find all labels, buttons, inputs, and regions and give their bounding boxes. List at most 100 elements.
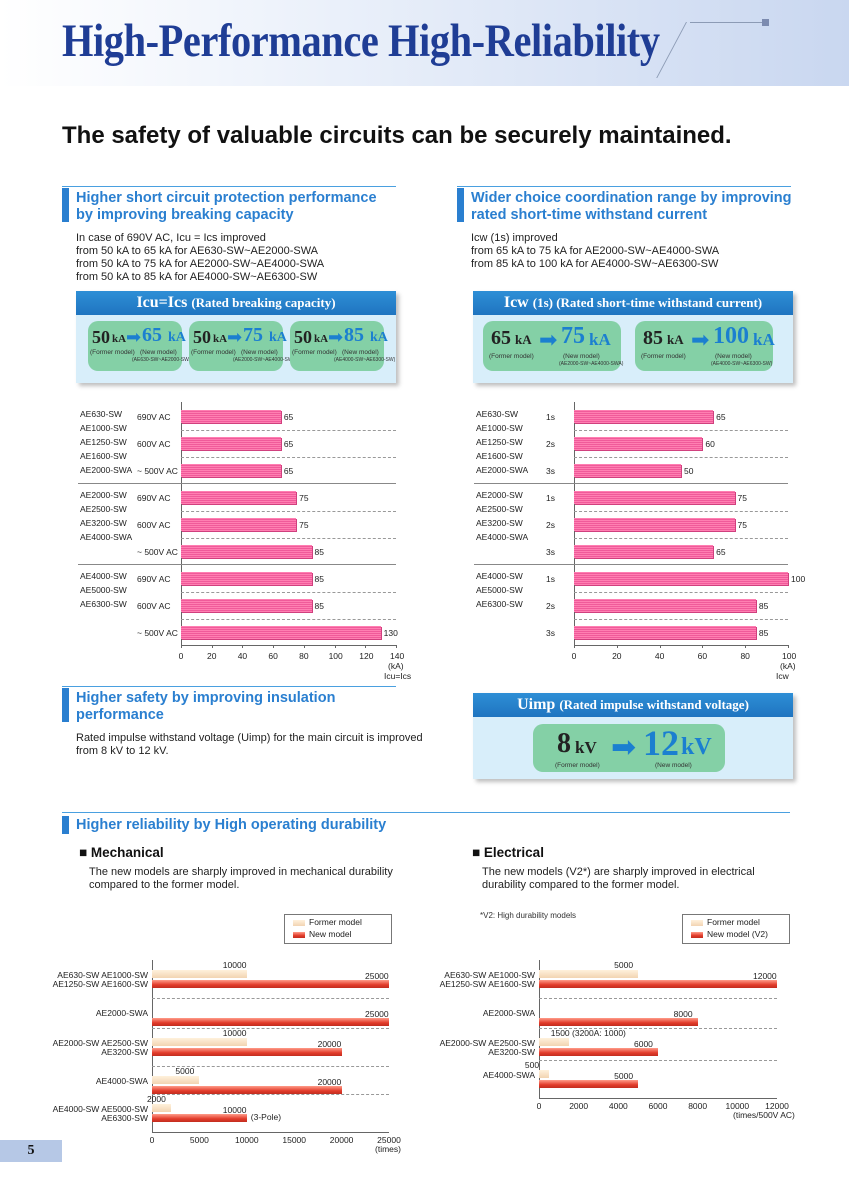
bar-value-label: 75 — [737, 520, 747, 530]
category-label: AE4000-SW AE5000-SW — [52, 1104, 148, 1114]
pill-range-caption: (AE2000-SW~AE4000-SWA) — [233, 357, 298, 363]
category-label: AE2000-SW AE2500-SW — [52, 1038, 148, 1048]
x-tick — [574, 645, 575, 648]
model-label: AE630-SW — [476, 409, 519, 419]
model-label: AE6300-SW — [476, 599, 523, 609]
page-title: High-Performance High-Reliability — [62, 15, 660, 67]
upgrade-pill: 85 kA ➡ 100 kA (Former model) (New model) (AE40… — [635, 321, 775, 371]
model-label: AE2000-SWA — [476, 465, 529, 475]
model-label: AE1600-SW — [80, 451, 127, 461]
x-tick-label: 80 — [299, 651, 309, 661]
grid-dash — [181, 457, 396, 458]
x-tick-label: 12000 — [765, 1101, 789, 1111]
model-label: AE1250-SW — [80, 437, 127, 447]
category-label: 690V AC — [137, 574, 171, 584]
bar-value-label: 12000 — [753, 971, 777, 981]
chart-bar-new — [152, 1048, 342, 1056]
pill-old-value: 50 — [193, 327, 211, 347]
category-label: ~ 500V AC — [137, 466, 178, 476]
category-label: AE3200-SW — [101, 1047, 148, 1057]
section-title-withstand: Wider choice coordination range by impro… — [471, 190, 792, 223]
bar-value-label: 85 — [314, 574, 324, 584]
category-label: AE4000-SWA — [482, 1070, 535, 1080]
grid-dash — [181, 538, 396, 539]
bar-value-label: 6000 — [634, 1039, 653, 1049]
pill-new-value: 75 — [561, 323, 585, 349]
pill-new-value: 65 — [142, 324, 162, 346]
bar-value-label: 1500 (3200A: 1000) — [550, 1028, 626, 1038]
arrow-right-icon: ➡ — [227, 327, 243, 347]
x-tick-label: 40 — [654, 651, 665, 661]
x-tick — [242, 645, 244, 648]
x-tick-label: 0 — [571, 651, 577, 661]
page-number: 5 — [0, 1140, 62, 1162]
upgrade-pill: 50 kA ➡ 75 kA (Former model) (New model) (AE200… — [189, 321, 297, 371]
upgrade-pill: 50 kA ➡ 85 kA (Former model) (New model) (AE400… — [290, 321, 395, 371]
bar-value-label: 130 — [383, 628, 398, 638]
panel-icu-subtitle: (Rated breaking capacity) — [191, 295, 336, 310]
grid-dash — [574, 619, 788, 620]
model-label: AE2000-SW — [80, 490, 127, 500]
bar-value-label: 5000 — [614, 1071, 634, 1081]
pill-old-caption: (Former model) — [191, 349, 236, 356]
pill-old-value: 65 — [491, 327, 511, 349]
bar-value-label: 85 — [758, 628, 769, 638]
category-label: 3s — [546, 466, 555, 476]
bar-value-label: 65 — [283, 412, 294, 422]
grid-dash — [574, 538, 788, 539]
model-label: AE1250-SW — [476, 437, 523, 447]
category-label: ~ 500V AC — [137, 547, 178, 557]
grid-dash — [539, 1060, 777, 1061]
x-tick-label: 100 — [782, 651, 797, 661]
x-tick-label: 5000 — [189, 1135, 209, 1145]
grid-dash — [574, 430, 788, 431]
arrow-right-icon: ➡ — [539, 327, 558, 352]
x-tick-label: 25000 — [377, 1135, 401, 1145]
x-tick-label: 60 — [697, 651, 708, 661]
chart-bar — [181, 410, 281, 423]
legend-label-new: New model — [309, 929, 352, 939]
x-tick-label: 4000 — [608, 1101, 628, 1111]
bar-value-label: 60 — [705, 439, 715, 449]
pill-old-caption: (Former model) — [489, 353, 534, 360]
model-label: AE2500-SW — [476, 504, 523, 514]
x-tick-label: 40 — [237, 651, 248, 661]
legend-swatch-former — [293, 920, 305, 926]
chart-bar — [181, 572, 312, 585]
pill-new-caption: (New model) — [563, 353, 600, 360]
pill-old-unit: kA — [213, 333, 228, 345]
uimp-old-unit: kV — [575, 738, 597, 757]
x-tick-label: 0 — [149, 1135, 155, 1145]
chart-bar-former — [152, 1038, 247, 1046]
legend-swatch-former — [691, 920, 703, 926]
x-tick — [702, 645, 704, 648]
section-body-breaking: In case of 690V AC, Icu = Ics improved f… — [76, 232, 325, 283]
bar-value-label: 10000 — [222, 1105, 247, 1115]
chart-bar — [181, 464, 281, 477]
uimp-old-caption: (Former model) — [555, 762, 600, 769]
x-tick-label: 6000 — [648, 1101, 668, 1111]
chart-axis-x — [539, 1098, 777, 1099]
category-label: 600V AC — [137, 520, 171, 530]
category-label: AE630-SW AE1000-SW — [444, 970, 535, 980]
electrical-heading-text: Electrical — [483, 845, 544, 860]
uimp-new-caption: (New model) — [655, 762, 692, 769]
chart-bar-new — [539, 1048, 658, 1056]
pill-new-value: 75 — [243, 324, 263, 346]
chart-bar-former — [539, 970, 639, 978]
arrow-right-icon: ➡ — [611, 731, 637, 764]
panel-icw-head: Icw (1s) (Rated short-time withstand cur… — [473, 291, 793, 315]
chart-bar — [574, 410, 714, 423]
section-title-insulation: Higher safety by improving insulation pe… — [76, 690, 336, 723]
category-label: AE3200-SW — [488, 1047, 535, 1057]
bar-value-label: 10000 — [222, 1028, 247, 1038]
panel-uimp-subtitle: (Rated impulse withstand voltage) — [559, 697, 749, 712]
bar-value-label: 65 — [716, 412, 726, 422]
pill-new-unit: kA — [168, 330, 186, 345]
category-label: AE4000-SWA — [95, 1076, 148, 1086]
chart-bar — [181, 599, 312, 612]
pill-new-caption: (New model) — [715, 353, 752, 360]
bar-value-label: 65 — [283, 466, 294, 476]
x-tick-label: 8000 — [688, 1101, 708, 1111]
category-label: AE6300-SW — [101, 1113, 148, 1123]
